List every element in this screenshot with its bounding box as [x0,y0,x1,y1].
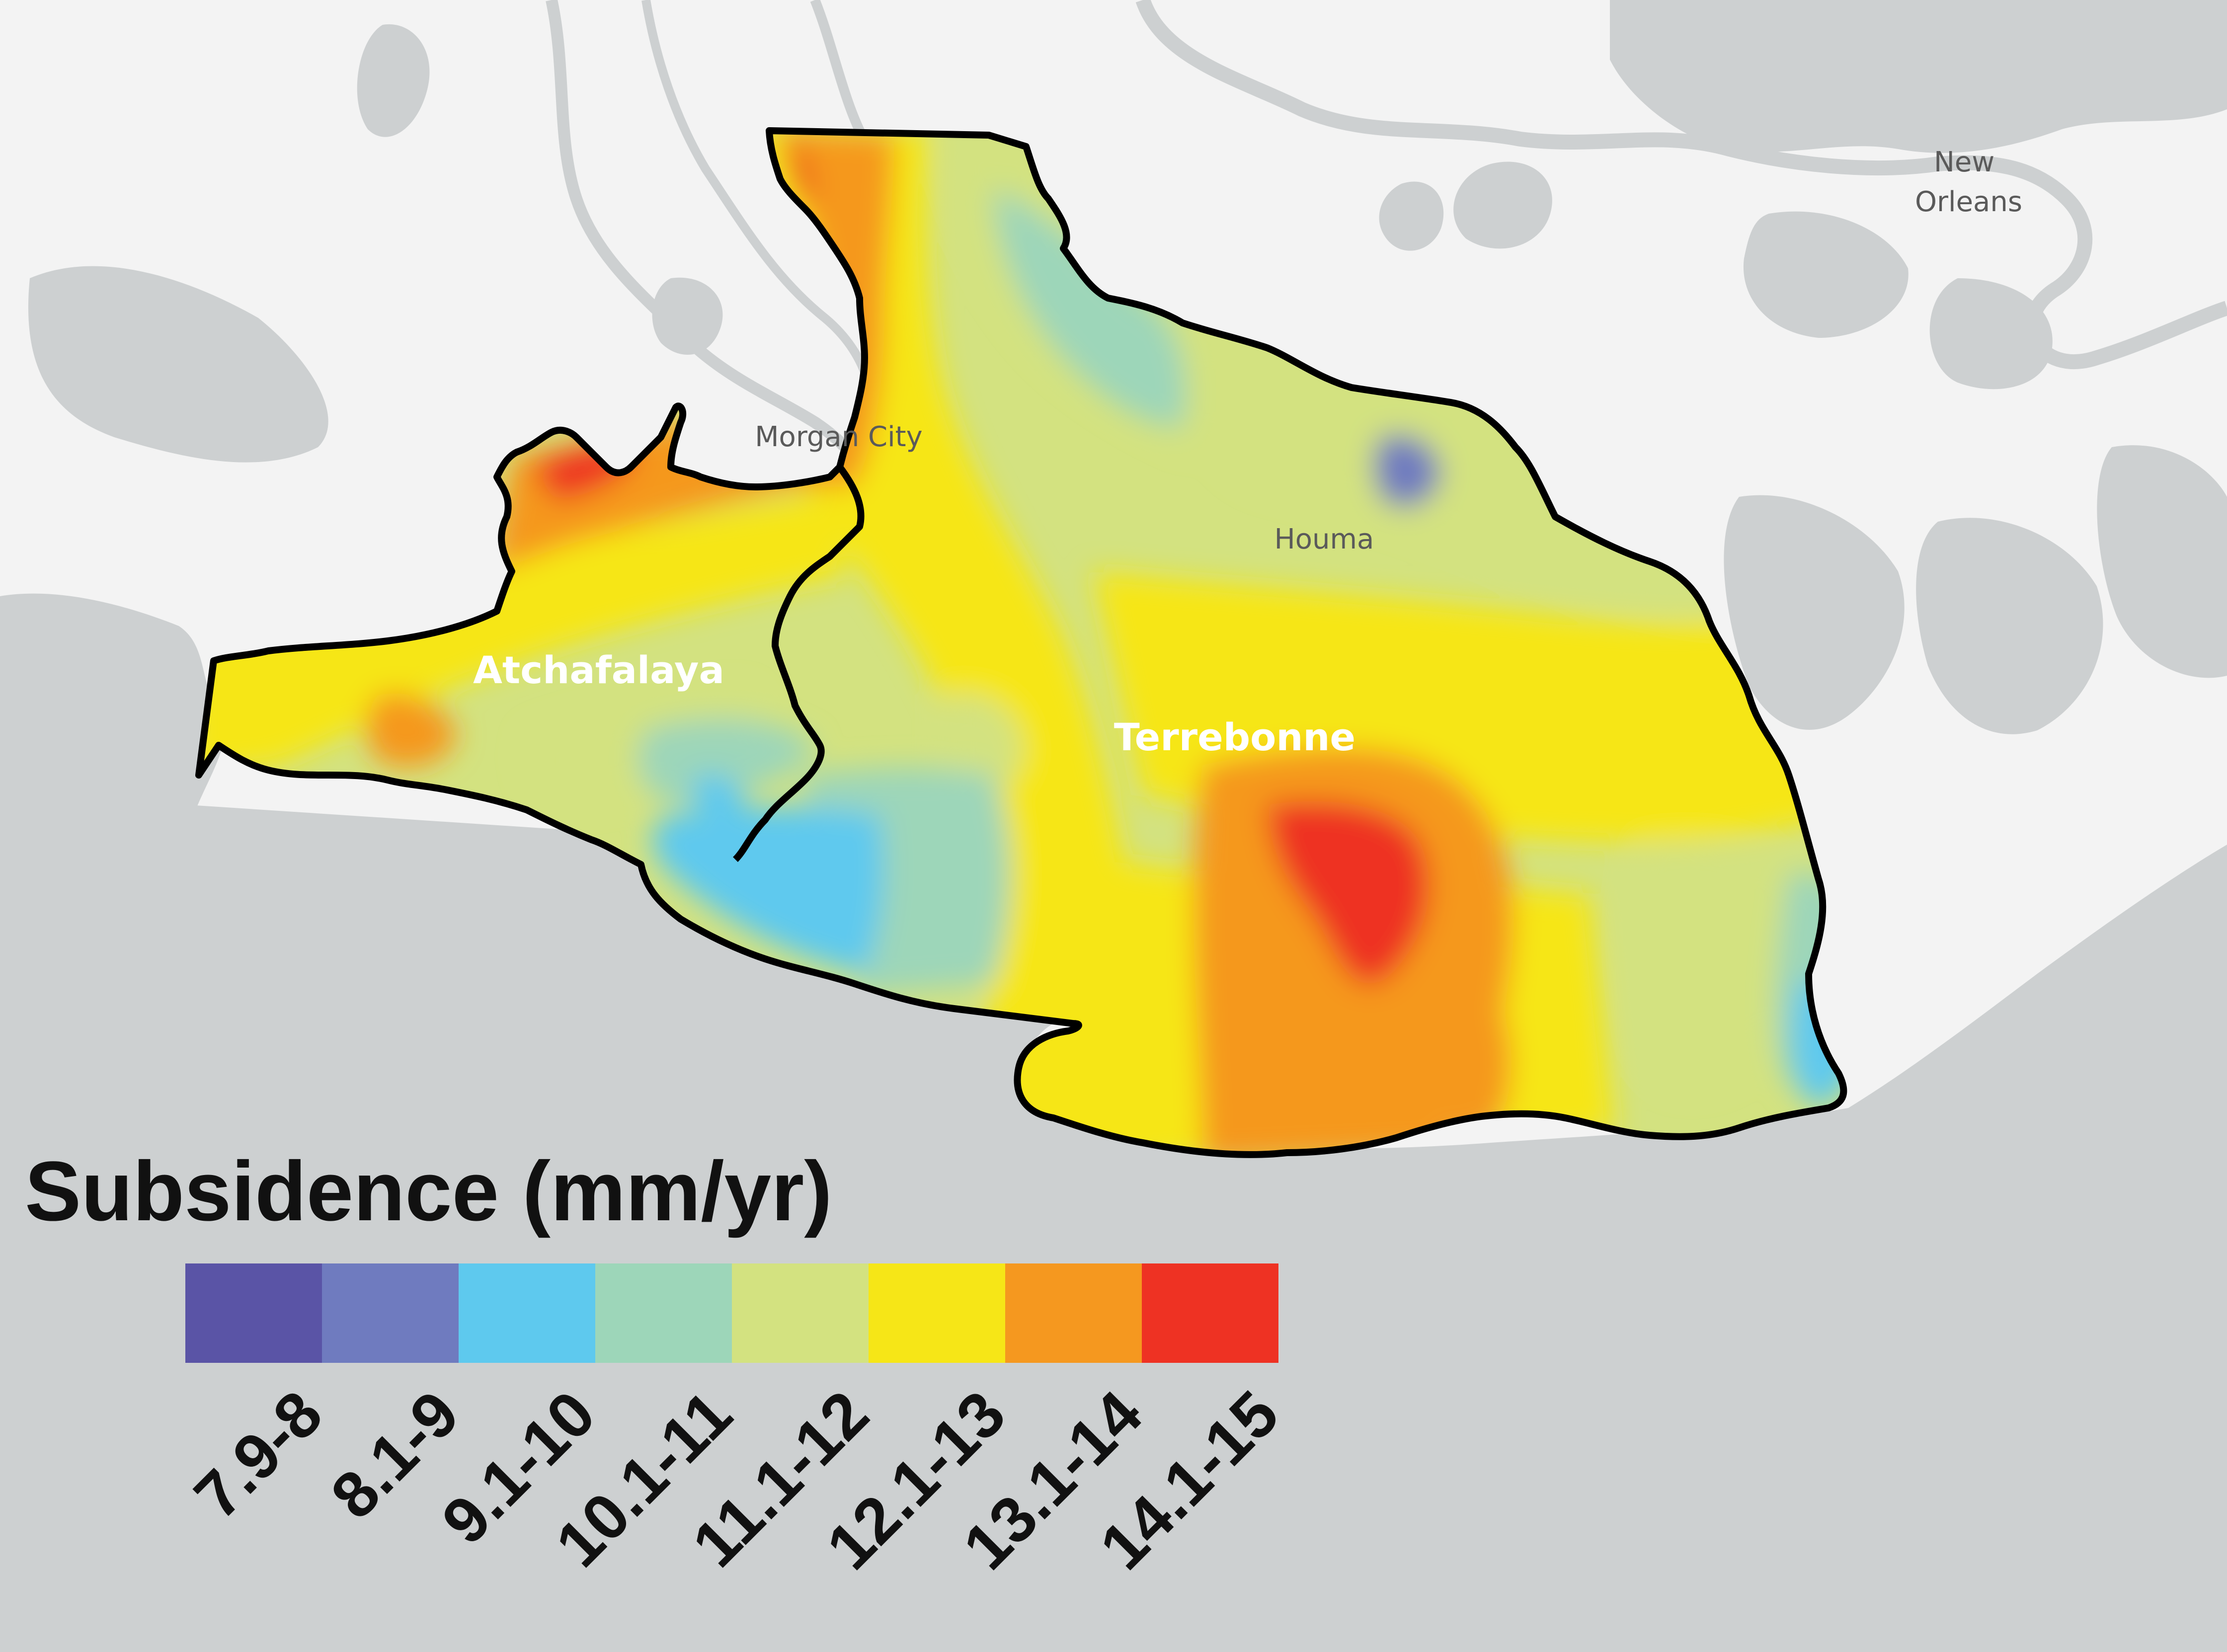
legend-swatch [732,1263,869,1363]
basin-label-terrebonne: Terrebonne [1114,715,1355,759]
legend-color-bar [185,1263,1278,1363]
marsh-water [1916,518,2103,734]
marsh-water [1724,495,1905,730]
legend-swatch [1005,1263,1142,1363]
subsidence-zone [1628,841,1815,1088]
marsh-water [1379,181,1444,251]
subsidence-zone [366,693,457,767]
lake-water [1453,161,1552,249]
subsidence-zone [785,139,811,209]
subsidence-zone [199,487,845,775]
legend-swatch [1142,1263,1278,1363]
place-label-houma: Houma [1274,523,1374,555]
subsidence-zone [638,718,815,805]
river-channel [546,0,870,480]
legend-labels: 7.9-8 8.1-9 9.1-10 10.1-11 11.1-12 12.1-13 13.… [180,1376,1292,1625]
river-channel [1135,0,2227,369]
subsidence-zone [652,807,884,974]
basin-divider [732,465,865,862]
legend-swatch [185,1263,322,1363]
gulf-water [189,805,2227,1652]
subsidence-zone [1437,952,1511,1143]
subsidence-zone [691,774,745,814]
basin-outlines [195,127,1847,1158]
marsh-water [2097,445,2227,678]
river-channel [641,0,879,428]
lake-water [1610,0,2227,153]
gulf-water [0,593,226,1652]
subsidence-zone [944,694,1024,795]
subsidence-zone [1374,434,1441,507]
place-label-new-orleans: New Orleans [1915,146,2022,218]
place-label-morgan-city: Morgan City [755,421,923,453]
legend-title: Subsidence (mm/yr) [25,1144,832,1239]
legend-swatch [595,1263,732,1363]
basin-label-atchafalaya: Atchafalaya [473,648,724,692]
marsh-water [357,24,430,137]
legend-swatch [869,1263,1005,1363]
lake-water [1743,211,1909,338]
subsidence-zone [1491,884,1615,1143]
study-area-outline [195,127,1847,1158]
legend-swatch [322,1263,459,1363]
marsh-water [652,277,723,355]
legend-class-label: 7.9-8 [180,1377,336,1533]
lake-water [28,266,328,463]
legend-swatch [459,1263,595,1363]
lake-water [1929,278,2053,390]
subsidence-zone [994,189,1187,427]
subsidence-zone [1267,801,1430,985]
